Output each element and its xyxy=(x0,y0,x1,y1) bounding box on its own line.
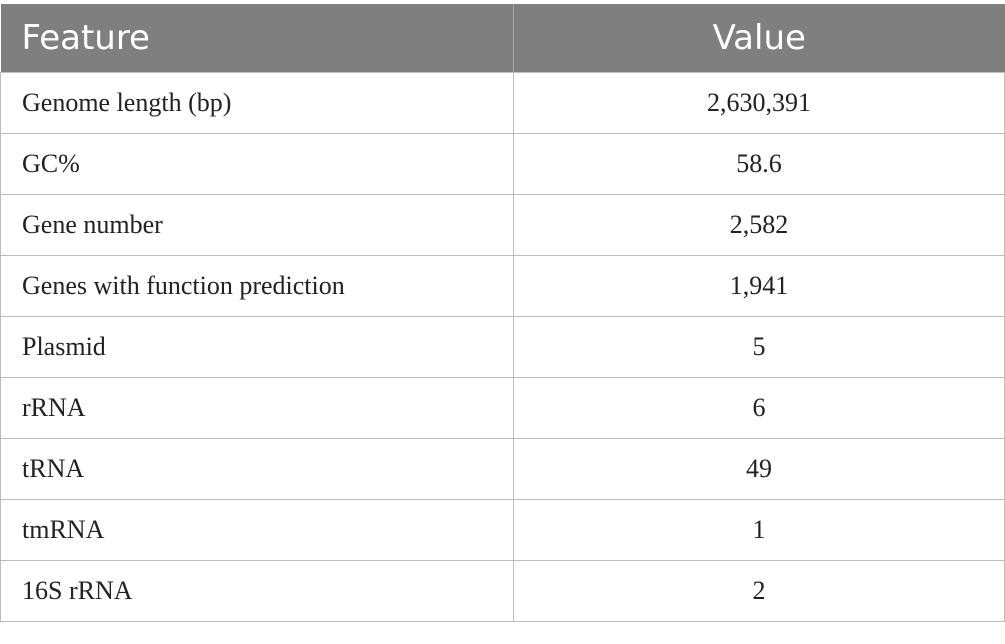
table-body: Genome length (bp) 2,630,391 GC% 58.6 Ge… xyxy=(0,72,1005,622)
column-header-value: Value xyxy=(513,4,1005,73)
row-value-cell: 58.6 xyxy=(513,133,1005,195)
row-feature-cell: Plasmid xyxy=(0,316,514,378)
table-header: Feature Value xyxy=(0,4,1005,73)
row-value-cell: 2 xyxy=(513,560,1005,622)
table-row: GC% 58.6 xyxy=(0,133,1005,195)
row-value-cell: 5 xyxy=(513,316,1005,378)
table-row: rRNA 6 xyxy=(0,377,1005,439)
row-value-cell: 6 xyxy=(513,377,1005,439)
row-feature-cell: Gene number xyxy=(0,194,514,256)
row-value-cell: 1 xyxy=(513,499,1005,561)
row-feature-cell: Genome length (bp) xyxy=(0,72,514,134)
row-feature-cell: rRNA xyxy=(0,377,514,439)
table-row: 16S rRNA 2 xyxy=(0,560,1005,622)
row-value-cell: 1,941 xyxy=(513,255,1005,317)
row-value-cell: 2,630,391 xyxy=(513,72,1005,134)
table-row: Gene number 2,582 xyxy=(0,194,1005,256)
row-value-cell: 2,582 xyxy=(513,194,1005,256)
row-feature-cell: tRNA xyxy=(0,438,514,500)
row-feature-cell: GC% xyxy=(0,133,514,195)
header-row: Feature Value xyxy=(0,4,1005,73)
row-feature-cell: Genes with function prediction xyxy=(0,255,514,317)
table-row: Genome length (bp) 2,630,391 xyxy=(0,72,1005,134)
row-feature-cell: tmRNA xyxy=(0,499,514,561)
row-feature-cell: 16S rRNA xyxy=(0,560,514,622)
column-header-feature: Feature xyxy=(0,4,514,73)
table-row: Plasmid 5 xyxy=(0,316,1005,378)
table-row: Genes with function prediction 1,941 xyxy=(0,255,1005,317)
table-row: tRNA 49 xyxy=(0,438,1005,500)
row-value-cell: 49 xyxy=(513,438,1005,500)
table-row: tmRNA 1 xyxy=(0,499,1005,561)
data-table-container: Feature Value Genome length (bp) 2,630,3… xyxy=(0,4,1005,622)
genome-features-table: Feature Value Genome length (bp) 2,630,3… xyxy=(0,4,1005,622)
